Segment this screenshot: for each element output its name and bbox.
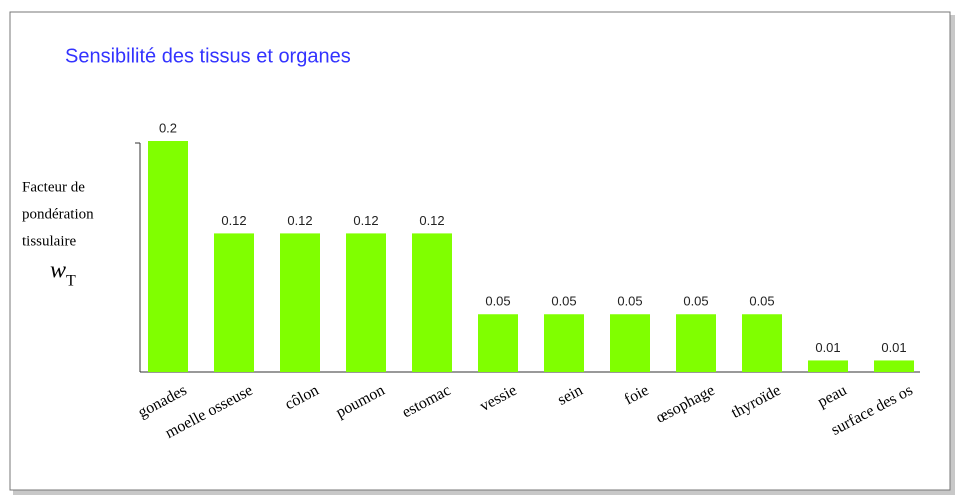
y-axis-symbol: w: [50, 258, 66, 284]
bar: [478, 314, 518, 372]
bar: [148, 141, 188, 372]
value-label: 0.01: [881, 340, 906, 355]
bar: [874, 360, 914, 372]
value-label: 0.05: [683, 294, 708, 309]
bar: [346, 233, 386, 372]
bar: [610, 314, 650, 372]
y-axis-label-line: pondération: [22, 206, 94, 222]
bar: [808, 360, 848, 372]
bar: [676, 314, 716, 372]
value-label: 0.2: [159, 120, 177, 135]
y-axis-label-line: tissulaire: [22, 233, 76, 249]
y-axis-label-line: Facteur de: [22, 179, 85, 195]
value-label: 0.12: [353, 213, 378, 228]
value-label: 0.05: [551, 294, 576, 309]
bar: [544, 314, 584, 372]
y-axis-label: Facteur de pondération tissulaire w T: [22, 179, 94, 289]
bar: [280, 233, 320, 372]
value-label: 0.12: [419, 213, 444, 228]
value-label: 0.01: [815, 340, 840, 355]
chart-title: Sensibilité des tissus et organes: [65, 45, 351, 67]
value-label: 0.12: [221, 213, 246, 228]
value-label: 0.05: [749, 294, 774, 309]
value-label: 0.05: [485, 294, 510, 309]
y-axis-subscript: T: [66, 273, 76, 290]
value-label: 0.12: [287, 213, 312, 228]
bar: [412, 233, 452, 372]
bar: [742, 314, 782, 372]
bar: [214, 233, 254, 372]
value-label: 0.05: [617, 294, 642, 309]
